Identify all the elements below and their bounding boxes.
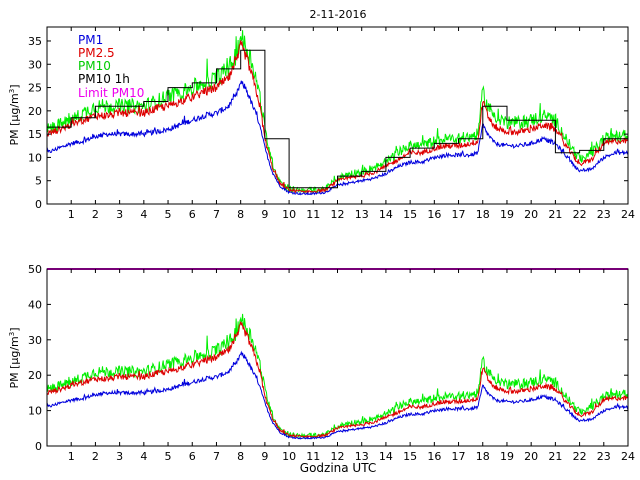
bottom-y-ticks: 0 10 20 30 40 50 (28, 263, 628, 453)
top-x-tick-label-10: 10 (282, 208, 296, 221)
bottom-x-tick-label-3: 3 (116, 450, 123, 463)
bottom-x-tick-label-22: 22 (573, 450, 587, 463)
bottom-y-tick-label-40: 40 (28, 298, 42, 311)
top-x-tick-label-4: 4 (140, 208, 147, 221)
top-x-tick-label-24: 24 (621, 208, 635, 221)
legend-entry-pm10-1h: PM10 1h (78, 72, 130, 86)
bottom-plot-frame (46, 268, 629, 447)
bottom-x-tick-label-24: 24 (621, 450, 635, 463)
bottom-x-tick-label-14: 14 (379, 450, 393, 463)
bottom-x-tick-label-15: 15 (403, 450, 417, 463)
bottom-x-tick-label-10: 10 (282, 450, 296, 463)
legend: PM1 PM2.5 PM10 PM10 1h Limit PM10 (78, 33, 144, 100)
top-x-tick-label-15: 15 (403, 208, 417, 221)
top-x-tick-label-17: 17 (452, 208, 466, 221)
top-x-tick-label-3: 3 (116, 208, 123, 221)
bottom-x-tick-label-23: 23 (597, 450, 611, 463)
bottom-x-tick-label-13: 13 (355, 450, 369, 463)
top-x-tick-label-18: 18 (476, 208, 490, 221)
top-x-tick-label-20: 20 (524, 208, 538, 221)
bottom-x-tick-label-9: 9 (261, 450, 268, 463)
series-line-pm25 (46, 321, 629, 439)
bottom-x-tick-label-4: 4 (140, 450, 147, 463)
bottom-y-tick-label-10: 10 (28, 405, 42, 418)
top-y-tick-label-5: 5 (35, 175, 42, 188)
bottom-x-tick-label-2: 2 (92, 450, 99, 463)
legend-entry-pm1: PM1 (78, 33, 103, 47)
top-x-tick-label-14: 14 (379, 208, 393, 221)
top-x-tick-label-5: 5 (165, 208, 172, 221)
top-y-tick-label-0: 0 (35, 198, 42, 211)
bottom-x-tick-label-6: 6 (189, 450, 196, 463)
top-plot-frame (46, 26, 629, 205)
top-x-tick-label-2: 2 (92, 208, 99, 221)
top-x-tick-label-12: 12 (331, 208, 345, 221)
top-x-tick-label-1: 1 (68, 208, 75, 221)
top-x-tick-label-23: 23 (597, 208, 611, 221)
bottom-x-tick-label-11: 11 (306, 450, 320, 463)
legend-entry-pm25: PM2.5 (78, 46, 115, 60)
legend-entry-limit-pm10: Limit PM10 (78, 86, 144, 100)
bottom-x-tick-label-8: 8 (237, 450, 244, 463)
top-y-tick-label-15: 15 (28, 128, 42, 141)
figure-title: 2-11-2016 (310, 8, 367, 21)
bottom-x-tick-label-19: 19 (500, 450, 514, 463)
legend-entry-pm10: PM10 (78, 59, 111, 73)
top-x-tick-label-8: 8 (237, 208, 244, 221)
top-x-tick-label-7: 7 (213, 208, 220, 221)
bottom-series-layer (46, 268, 629, 440)
top-y-tick-label-20: 20 (28, 105, 42, 118)
bottom-y-tick-label-30: 30 (28, 334, 42, 347)
bottom-y-tick-label-50: 50 (28, 263, 42, 276)
top-y-tick-label-30: 30 (28, 58, 42, 71)
bottom-x-tick-label-12: 12 (331, 450, 345, 463)
series-line-pm10-1h (47, 49, 628, 189)
top-x-tick-label-21: 21 (548, 208, 562, 221)
bottom-x-tick-label-5: 5 (165, 450, 172, 463)
bottom-y-tick-label-20: 20 (28, 369, 42, 382)
top-x-tick-label-11: 11 (306, 208, 320, 221)
top-y-tick-label-35: 35 (28, 35, 42, 48)
series-line-pm1 (46, 350, 629, 440)
bottom-x-tick-label-17: 17 (452, 450, 466, 463)
top-y-tick-label-10: 10 (28, 151, 42, 164)
bottom-x-tick-label-7: 7 (213, 450, 220, 463)
top-x-tick-label-13: 13 (355, 208, 369, 221)
top-x-tick-label-9: 9 (261, 208, 268, 221)
top-y-tick-label-25: 25 (28, 82, 42, 95)
top-y-axis-label: PM [μg/m3] (8, 84, 21, 145)
top-x-tick-label-19: 19 (500, 208, 514, 221)
bottom-x-tick-label-1: 1 (68, 450, 75, 463)
top-chart: 1 2 3 4 5 6 7 8 9 10 11 12 13 14 15 16 17 18 19 20 21 22 23 24 … (8, 26, 635, 221)
x-axis-label: Godzina UTC (300, 461, 376, 475)
top-y-ticks: 0 5 10 15 20 25 30 35 (28, 35, 628, 211)
top-x-tick-label-6: 6 (189, 208, 196, 221)
top-x-tick-label-22: 22 (573, 208, 587, 221)
top-x-tick-label-16: 16 (427, 208, 441, 221)
bottom-y-axis-label: PM [μg/m3] (8, 327, 21, 388)
bottom-x-tick-label-21: 21 (548, 450, 562, 463)
bottom-y-tick-label-0: 0 (35, 440, 42, 453)
bottom-x-tick-label-18: 18 (476, 450, 490, 463)
bottom-chart: 1 2 3 4 5 6 7 8 9 10 11 12 13 14 15 16 17 18 19 20 21 22 23 24 … (8, 263, 635, 475)
bottom-x-tick-label-20: 20 (524, 450, 538, 463)
bottom-x-tick-label-16: 16 (427, 450, 441, 463)
top-x-ticks: 1 2 3 4 5 6 7 8 9 10 11 12 13 14 15 16 17 18 19 20 21 22 23 24 (68, 27, 635, 221)
top-series-layer (46, 30, 629, 196)
bottom-x-ticks: 1 2 3 4 5 6 7 8 9 10 11 12 13 14 15 16 17 18 19 20 21 22 23 24 (68, 269, 635, 463)
